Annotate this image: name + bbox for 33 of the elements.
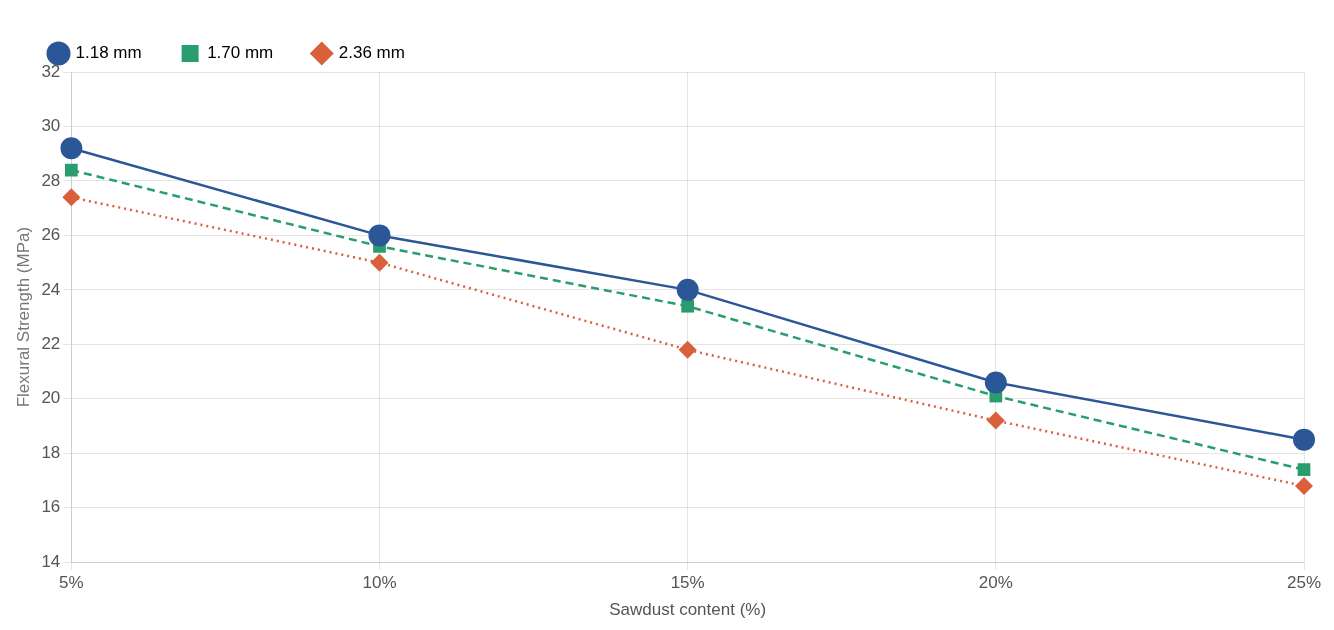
point [681,299,695,313]
y-tick-label: 20 [41,388,61,408]
point [986,411,1005,430]
x-tick-label: 20% [978,573,1013,593]
y-tick-label: 30 [41,116,61,136]
x-tick-label: 10% [362,573,397,593]
y-tick-label: 26 [41,225,61,245]
y-axis-title: Flexural Strength (MPa) [13,226,33,408]
point [678,340,697,359]
legend-label: 1.18 mm [75,43,142,63]
y-tick-label: 22 [41,334,61,354]
point [1297,463,1311,476]
point [676,278,699,301]
y-tick-label: 14 [41,551,61,571]
point [60,137,83,160]
x-tick-label: 15% [670,573,705,593]
point [984,371,1007,394]
y-tick-label: 32 [41,61,61,81]
legend-label: 2.36 mm [338,43,405,63]
legend-label: 1.70 mm [207,43,274,63]
x-tick-label: 5% [59,573,84,593]
point [64,163,78,177]
point [368,224,391,247]
point [1293,428,1315,451]
point [62,188,81,207]
y-tick-label: 28 [41,170,61,190]
point [370,253,389,272]
y-tick-label: 18 [41,442,61,462]
y-tick-label: 16 [41,497,61,517]
y-tick-label: 24 [41,279,61,299]
x-tick-label: 25% [1286,573,1322,593]
x-axis-title: Sawdust content (%) [609,600,767,620]
point [1295,476,1313,495]
